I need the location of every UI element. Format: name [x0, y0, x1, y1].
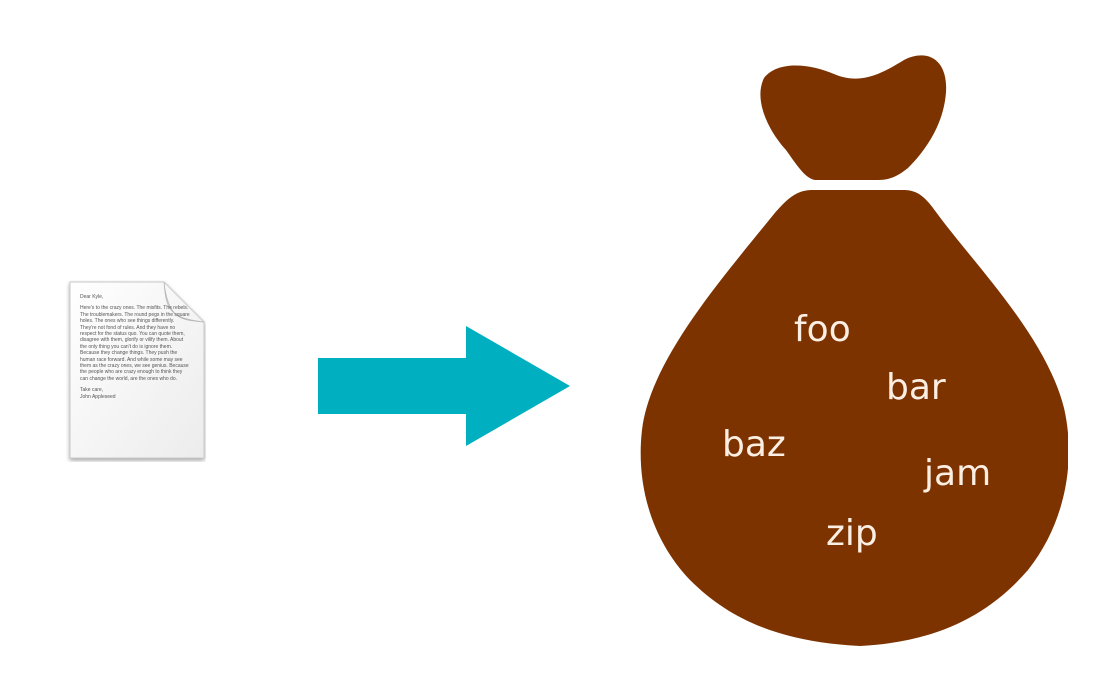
bag-word-foo: foo — [794, 309, 851, 350]
money-bag-icon: foo bar baz jam zip — [636, 50, 1068, 650]
document-greeting: Dear Kyle, — [80, 294, 104, 300]
bag-word-baz: baz — [722, 424, 786, 465]
document-text: Dear Kyle, Here's to the crazy ones. The… — [80, 294, 190, 400]
bag-top-knot — [760, 55, 947, 180]
document-signature: John Appleseed — [80, 393, 116, 400]
bag-word-bar: bar — [886, 367, 946, 408]
bag-word-jam: jam — [924, 453, 992, 494]
right-arrow-icon — [318, 326, 570, 446]
document-icon: Dear Kyle, Here's to the crazy ones. The… — [66, 280, 206, 462]
document-signoff: Take care, — [80, 387, 104, 394]
arrow-shape — [318, 326, 570, 446]
bag-word-zip: zip — [826, 513, 878, 554]
document-body: Here's to the crazy ones. The misfits. T… — [80, 305, 190, 382]
bag-body — [640, 190, 1068, 646]
